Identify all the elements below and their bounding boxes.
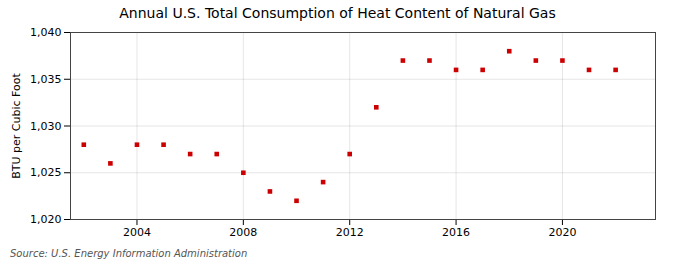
- svg-text:2008: 2008: [229, 226, 257, 239]
- svg-text:1,020: 1,020: [30, 213, 62, 226]
- svg-text:2004: 2004: [123, 226, 151, 239]
- svg-text:2020: 2020: [548, 226, 576, 239]
- svg-text:1,040: 1,040: [30, 26, 62, 39]
- svg-text:2012: 2012: [336, 226, 364, 239]
- html-text:Annual U.S. Total Consumption: Annual U.S. Total Consumption of Heat Co…: [119, 5, 556, 21]
- svg-text:1,030: 1,030: [30, 120, 62, 133]
- html-text:Source: U.S. Energy Informatio: Source: U.S. Energy Information Administ…: [10, 248, 248, 259]
- svg-text:2016: 2016: [442, 226, 470, 239]
- svg-text:1,025: 1,025: [30, 166, 62, 179]
- svg-text:BTU per Cubic Foot: BTU per Cubic Foot: [10, 73, 23, 179]
- svg-text:1,035: 1,035: [30, 73, 62, 86]
